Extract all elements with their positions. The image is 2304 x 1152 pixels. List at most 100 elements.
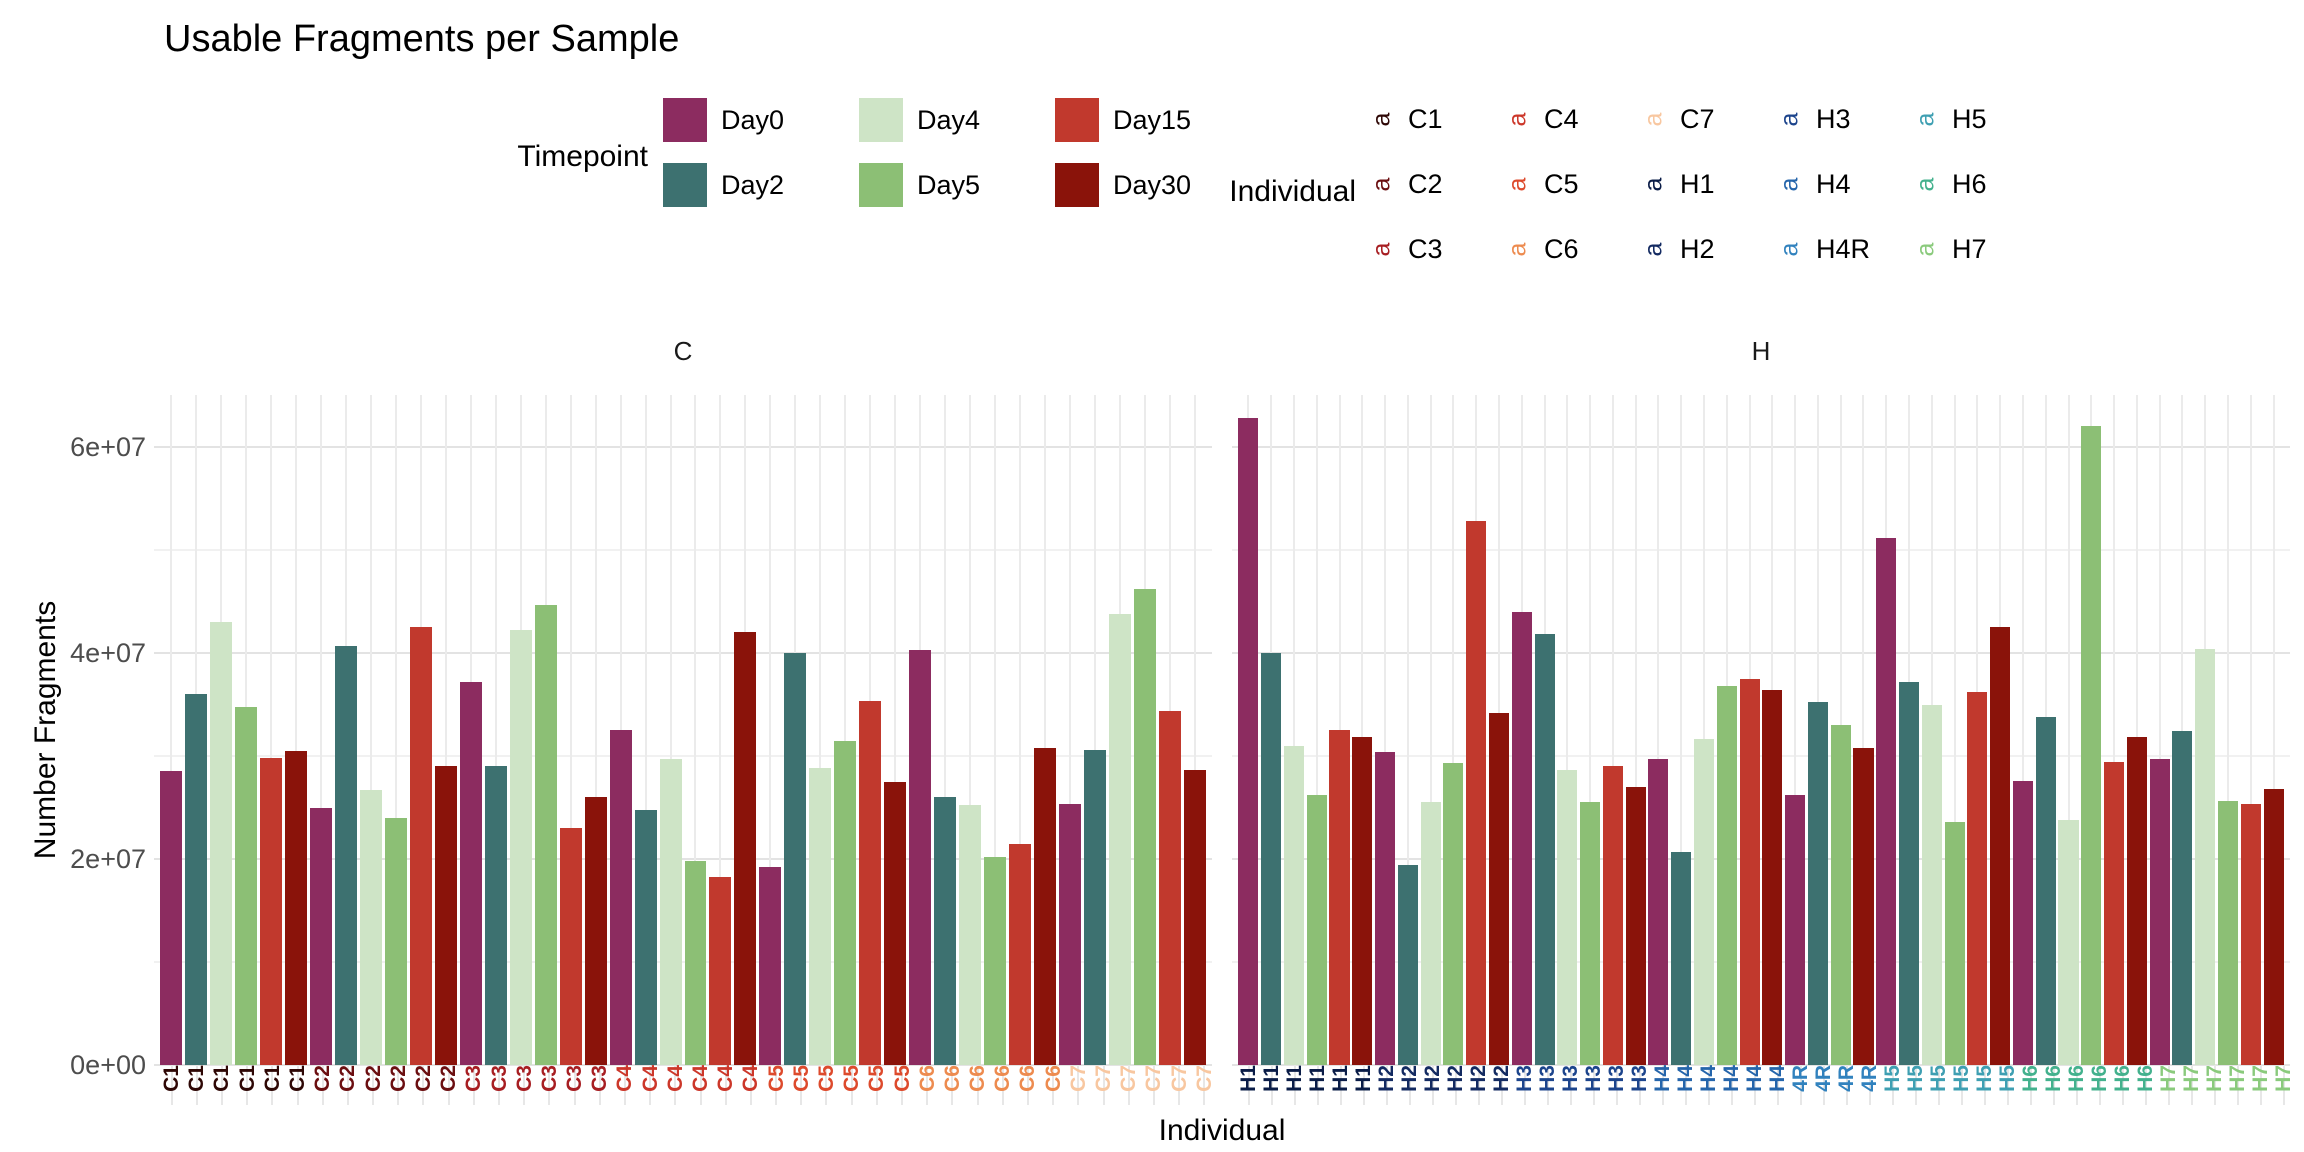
x-tick: H2 [1467,1065,1490,1123]
x-tick-mark [2029,1065,2032,1105]
x-tick: C5 [864,1065,889,1123]
bar-slot [1579,395,1602,1065]
bar-slot [1829,395,1852,1065]
bar-C3-Day5 [534,604,557,1065]
x-tick-label: C5 [840,1065,864,1092]
bar-C6-Day5 [983,856,1006,1065]
x-tick-label: H6 [2088,1065,2111,1092]
individual-legend-entry: a C3 [1364,234,1482,265]
gridline-vertical [993,395,996,1065]
individual-legend-key-glyph: a [1639,177,1668,191]
bar-C2-Day5 [385,817,408,1065]
bar-C2-Day30 [434,766,457,1065]
individual-legend: a C1 a C2 a C3 a C4 a C5 a C6 a C7 a H1 a H2 a H3 a H4 a H4R a H5… [1364,96,2026,272]
bar-slot [1693,395,1716,1065]
x-tick-label: H6 [2019,1065,2042,1092]
bar-H2-Day0 [1375,751,1396,1065]
x-tick-label: C1 [235,1065,259,1092]
x-tick-mark [1026,1065,1029,1105]
bar-H1-Day30 [1352,737,1373,1065]
individual-legend-label: C1 [1408,103,1443,134]
timepoint-legend-label: Day15 [1113,104,1192,135]
bar-slot [1624,395,1647,1065]
bar-H6-Day4 [2058,819,2079,1065]
bar-H1-Day5 [1306,795,1327,1065]
gridline-vertical [2135,395,2138,1065]
gridline-vertical [644,395,647,1065]
bar-C5-Day5 [834,740,857,1065]
bar-C2-Day0 [310,807,333,1065]
individual-legend-entry: a C1 [1364,104,1482,135]
gridline-vertical [719,395,722,1065]
x-tick-label: H1 [1306,1065,1329,1092]
individual-legend-key-glyph: a [1775,177,1804,191]
gridline-vertical [1862,395,1865,1065]
bar-H5-Day5 [1944,821,1965,1065]
x-tick-mark [1546,1065,1549,1105]
x-tick: C6 [1041,1065,1066,1123]
x-tick-mark [901,1065,904,1105]
bar-C3-Day15 [559,828,582,1065]
bar-C2-Day15 [410,627,432,1065]
bar-slot [1182,395,1207,1065]
bar-C3-Day4 [509,630,532,1065]
gridline-vertical [669,395,672,1065]
x-tick: C2 [386,1065,411,1123]
individual-legend-label: H6 [1952,168,1987,199]
bar-H6-Day5 [2081,426,2102,1065]
bar-H3-Day4 [1557,770,1578,1065]
x-tick-mark [2236,1065,2239,1105]
individual-legend-entry: a H5 [1908,104,2026,135]
gridline-vertical [1384,395,1387,1065]
x-tick-mark [321,1065,324,1105]
x-tick-label: C4 [663,1065,687,1092]
bar-C1-Day0 [160,771,183,1065]
bar-slot [184,395,209,1065]
x-tick-label: C1 [260,1065,284,1092]
bar-slot [1920,395,1943,1065]
timepoint-legend-label: Day5 [917,169,981,200]
y-tick-label: 4e+07 [70,638,146,668]
x-tick-label: C7 [1092,1065,1116,1092]
bar-H5-Day2 [1899,681,1920,1065]
x-tick-label: C3 [462,1065,486,1092]
gridline-major [1232,446,2290,448]
bar-slot [1007,395,1032,1065]
gridline-vertical [844,395,847,1065]
x-tick: C4 [638,1065,663,1123]
individual-legend-label: C6 [1544,233,1579,264]
bar-slot [334,395,359,1065]
y-tick-label: 0e+00 [70,1050,146,1080]
gridline-vertical [1315,395,1318,1065]
bar-slot [1898,395,1921,1065]
bar-H5-Day4 [1921,704,1942,1065]
x-tick-mark [1178,1065,1181,1105]
timepoint-legend-key [663,163,707,207]
bar-H1-Day0 [1238,418,1259,1065]
gridline-major [154,1064,1212,1066]
bar-slot [883,395,908,1065]
x-tick-mark [372,1065,375,1105]
x-tick: C4 [713,1065,738,1123]
bar-slot [309,395,334,1065]
individual-legend-entry: a C5 [1500,169,1618,200]
individual-legend-entry: a H2 [1636,234,1754,265]
gridline-major [1232,1064,2290,1066]
x-tick-label: H1 [1237,1065,1260,1092]
x-tick-label: C1 [160,1065,184,1092]
bar-H7-Day4 [2195,648,2216,1065]
bar-slot [259,395,284,1065]
x-tick-mark [1077,1065,1080,1105]
bar-C6-Day15 [1008,843,1031,1065]
timepoint-legend-label: Day4 [917,104,981,135]
individual-legend-entry: a C4 [1500,104,1618,135]
x-tick-mark [2075,1065,2078,1105]
x-tick: C2 [335,1065,360,1123]
gridline-vertical [2067,395,2070,1065]
x-tick: H4 [1766,1065,1789,1123]
gridline-vertical [1338,395,1341,1065]
x-tick: H7 [2203,1065,2226,1123]
individual-legend-label: H4R [1816,233,1871,264]
x-tick-mark [875,1065,878,1105]
bar-slot [409,395,434,1065]
